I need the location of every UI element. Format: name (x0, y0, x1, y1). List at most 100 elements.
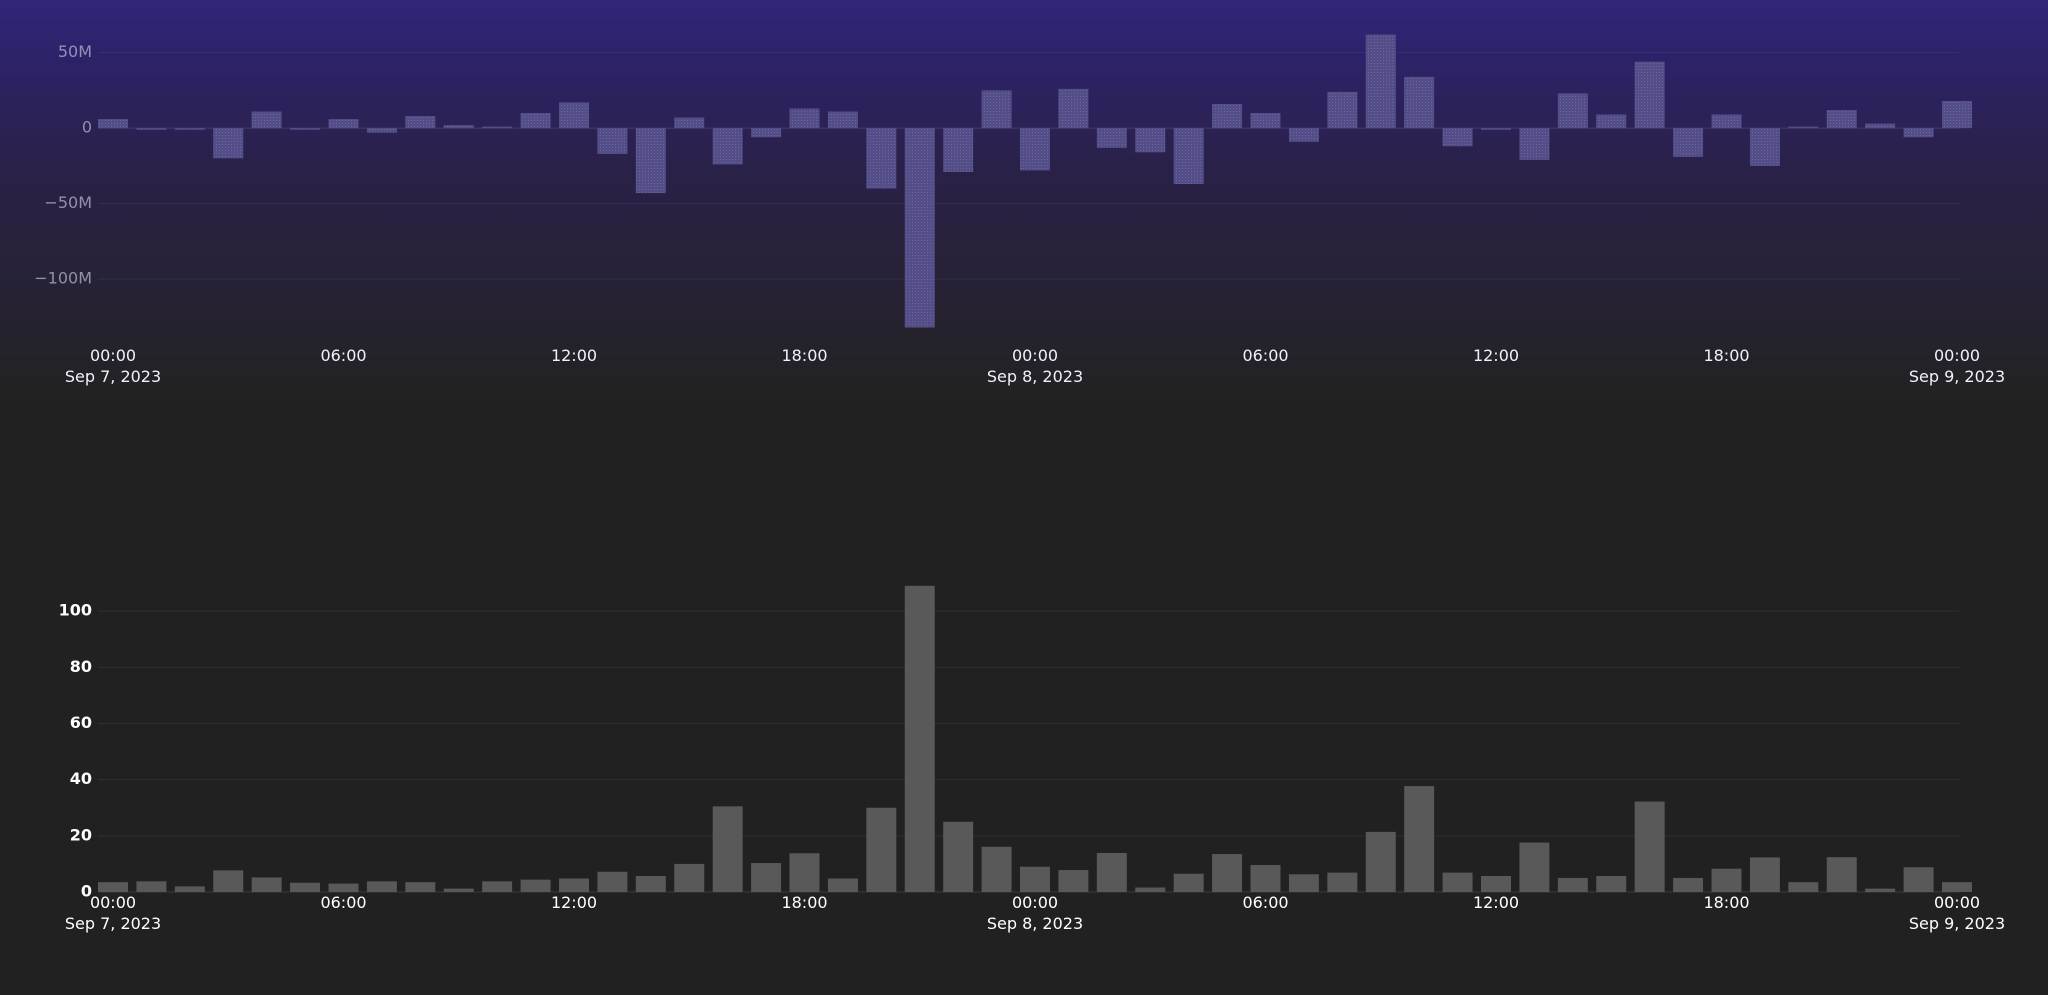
bar[interactable] (981, 846, 1012, 892)
bar[interactable] (1020, 866, 1050, 892)
bar[interactable] (1673, 877, 1704, 892)
bar[interactable] (981, 90, 1012, 129)
bar[interactable] (1327, 872, 1358, 892)
bar[interactable] (1058, 870, 1089, 892)
bar[interactable] (866, 128, 897, 189)
bar[interactable] (520, 879, 551, 892)
bar[interactable] (1365, 34, 1396, 129)
bar[interactable] (827, 111, 858, 129)
bar[interactable] (1173, 873, 1204, 892)
bar[interactable] (1826, 110, 1857, 129)
bar[interactable] (1749, 128, 1780, 166)
bar[interactable] (1020, 128, 1050, 171)
bar[interactable] (1096, 128, 1127, 148)
bar[interactable] (751, 863, 782, 892)
bar[interactable] (1135, 128, 1166, 153)
bar[interactable] (1250, 865, 1281, 892)
bar[interactable] (520, 113, 551, 129)
bar[interactable] (674, 117, 705, 129)
bar[interactable] (1865, 888, 1896, 892)
bar[interactable] (1826, 857, 1857, 892)
bar[interactable] (635, 875, 666, 892)
bar[interactable] (1404, 76, 1435, 129)
bar[interactable] (98, 119, 128, 129)
bar[interactable] (1442, 128, 1473, 147)
bar[interactable] (405, 116, 436, 129)
bar[interactable] (1212, 103, 1243, 129)
bar[interactable] (904, 128, 935, 328)
bar[interactable] (1250, 113, 1281, 129)
bar[interactable] (635, 128, 666, 194)
bar[interactable] (1442, 872, 1473, 892)
bar[interactable] (1596, 114, 1627, 129)
bar[interactable] (1365, 831, 1396, 892)
bar[interactable] (1058, 88, 1089, 129)
bar[interactable] (213, 870, 244, 892)
bar[interactable] (943, 128, 974, 172)
bar[interactable] (827, 878, 858, 892)
bar[interactable] (789, 853, 820, 892)
bar[interactable] (1673, 128, 1704, 157)
bar[interactable] (1288, 874, 1319, 892)
bar[interactable] (1404, 786, 1435, 892)
bar[interactable] (1557, 93, 1588, 129)
bar[interactable] (366, 128, 397, 133)
bar[interactable] (174, 128, 205, 130)
bar[interactable] (904, 585, 935, 892)
bar[interactable] (1288, 128, 1319, 142)
bar[interactable] (1942, 100, 1972, 129)
bar[interactable] (1634, 801, 1665, 892)
bar[interactable] (1711, 114, 1742, 129)
bar[interactable] (1634, 61, 1665, 129)
bar[interactable] (290, 128, 321, 130)
bar[interactable] (405, 882, 436, 892)
bar[interactable] (443, 125, 474, 129)
bar[interactable] (328, 883, 359, 892)
bar[interactable] (1212, 854, 1243, 892)
bar[interactable] (674, 863, 705, 892)
bar[interactable] (712, 128, 743, 165)
bar[interactable] (1557, 877, 1588, 892)
bar[interactable] (1865, 123, 1896, 129)
bar[interactable] (1903, 128, 1934, 138)
bar[interactable] (1481, 875, 1511, 892)
bar[interactable] (1596, 875, 1627, 892)
bar[interactable] (1481, 128, 1511, 130)
bar[interactable] (1942, 882, 1972, 892)
bar[interactable] (1519, 842, 1550, 892)
bar[interactable] (943, 821, 974, 892)
bar[interactable] (1135, 887, 1166, 892)
bar[interactable] (1788, 126, 1819, 129)
bar[interactable] (251, 111, 282, 129)
bar[interactable] (443, 888, 474, 892)
bar[interactable] (482, 881, 513, 892)
bar[interactable] (174, 886, 205, 892)
bar[interactable] (482, 126, 513, 129)
bar[interactable] (213, 128, 244, 159)
bar[interactable] (1519, 128, 1550, 160)
bar[interactable] (559, 102, 589, 129)
bar[interactable] (1173, 128, 1204, 185)
bar[interactable] (597, 128, 628, 154)
bar[interactable] (1788, 882, 1819, 892)
y-tick-label: −50M (44, 193, 92, 212)
bar[interactable] (597, 871, 628, 892)
bar[interactable] (1903, 867, 1934, 892)
bar[interactable] (251, 877, 282, 892)
bar[interactable] (1711, 868, 1742, 892)
bar[interactable] (751, 128, 782, 138)
x-tick-date-label: Sep 7, 2023 (65, 367, 161, 386)
bar[interactable] (1327, 91, 1358, 129)
bar[interactable] (789, 108, 820, 129)
bar[interactable] (98, 882, 128, 892)
bar[interactable] (1749, 857, 1780, 892)
bar[interactable] (136, 881, 167, 892)
bar[interactable] (866, 807, 897, 892)
bar[interactable] (559, 878, 589, 892)
bar[interactable] (1096, 852, 1127, 892)
bar[interactable] (712, 806, 743, 892)
bar[interactable] (290, 882, 321, 892)
bar[interactable] (328, 119, 359, 129)
bar[interactable] (136, 128, 167, 130)
bar[interactable] (366, 881, 397, 892)
